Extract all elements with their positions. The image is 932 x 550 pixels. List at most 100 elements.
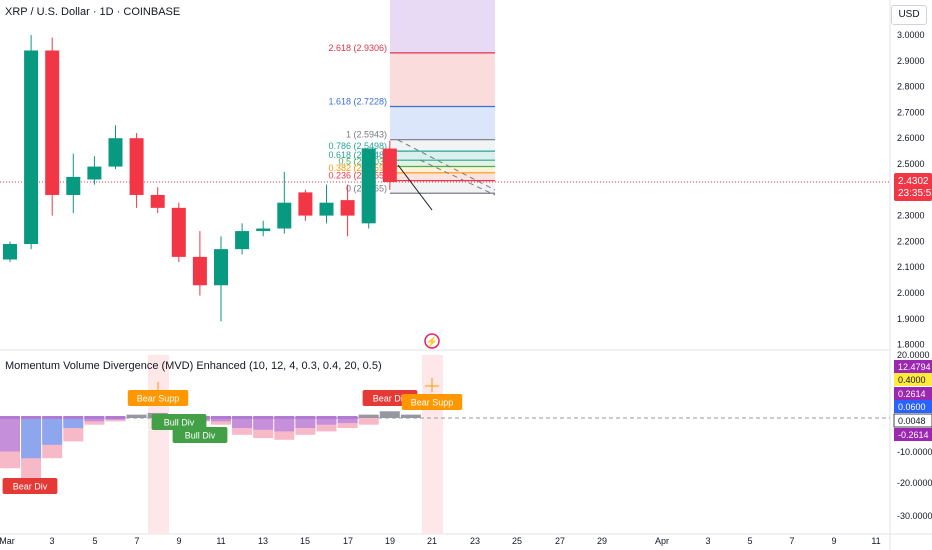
hist-bar	[400, 414, 421, 418]
price-tick-label: 2.7000	[897, 107, 925, 117]
fib-label: 0.382 (2.4659)	[328, 163, 387, 173]
hist-bar	[337, 418, 358, 424]
time-tick-label: 13	[258, 536, 268, 546]
candle-body	[129, 138, 144, 195]
fib-zone	[390, 172, 495, 181]
signal-box	[151, 414, 207, 430]
indicator-value: 0.0048	[898, 416, 926, 426]
fib-zone	[390, 151, 495, 161]
price-tick-label: 2.6000	[897, 133, 925, 143]
price-tick-label: 2.5000	[897, 159, 925, 169]
fib-label: 2.618 (2.9306)	[328, 43, 387, 53]
price-tick-label: 2.9000	[897, 56, 925, 66]
time-tick-label: 17	[343, 536, 353, 546]
candle-body	[24, 50, 39, 244]
hist-bar	[21, 418, 42, 459]
hist-bar	[316, 418, 337, 425]
currency-button[interactable]: USD	[891, 5, 927, 25]
fib-label: 0.236 (2.4355)	[328, 171, 387, 181]
candle	[129, 133, 144, 208]
candle-body	[256, 228, 271, 232]
time-tick-label: 7	[134, 536, 139, 546]
candle	[45, 37, 60, 216]
hist-bar	[253, 418, 274, 430]
hist-bar	[337, 416, 358, 419]
candle-body	[235, 231, 250, 250]
fib-label: 1 (2.5943)	[346, 130, 387, 140]
time-tick-label: 23	[470, 536, 480, 546]
candle	[235, 223, 250, 255]
fib-zone	[390, 180, 495, 194]
trend-line	[419, 159, 496, 196]
signal-label: Bear Supp	[401, 394, 463, 410]
candle-body	[108, 138, 123, 167]
hist-bar	[232, 418, 253, 429]
hist-bar	[126, 414, 147, 418]
price-tick-label: 2.0000	[897, 288, 925, 298]
candle	[298, 189, 313, 221]
fib-label: 0.786 (2.5498)	[328, 141, 387, 151]
signal-box	[127, 390, 189, 406]
price-tick-label: 2.2000	[897, 236, 925, 246]
candle-body	[382, 148, 397, 183]
signal-label: Bull Div	[172, 427, 228, 443]
hist-bar	[274, 416, 295, 419]
candle	[171, 202, 186, 263]
hist-bar	[211, 418, 231, 422]
signal-label: Bull Div	[151, 414, 207, 430]
candle	[277, 171, 292, 234]
fib-label: 1.618 (2.7228)	[328, 97, 387, 107]
price-tick-label: 1.8000	[897, 340, 925, 350]
time-tick-label: 11	[216, 536, 225, 546]
candle	[256, 220, 271, 237]
hist-bar	[358, 418, 379, 425]
chart-title: XRP / U.S. Dollar · 1D · COINBASE	[5, 6, 181, 18]
hist-bar	[379, 411, 400, 418]
candle	[382, 140, 397, 190]
time-tick-label: 3	[705, 536, 710, 546]
indicator-value-badge	[894, 400, 932, 413]
hist-bar	[232, 416, 253, 419]
candle	[361, 148, 376, 229]
time-tick-label: 7	[789, 536, 794, 546]
candle	[340, 184, 355, 237]
price-tick-label: 2.1000	[897, 262, 925, 272]
indicator-title: Momentum Volume Divergence (MVD) Enhance…	[5, 360, 382, 372]
indicator-tick-label: -20.0000	[897, 478, 932, 488]
candle-body	[87, 166, 102, 180]
time-tick-label: 9	[831, 536, 836, 546]
hist-bar	[274, 418, 295, 432]
last-price-value: 2.4302	[898, 176, 929, 187]
hist-bar	[253, 416, 274, 419]
price-tick-label: 2.3000	[897, 211, 925, 221]
lightning-icon	[424, 333, 440, 349]
time-tick-label: Apr	[655, 536, 669, 546]
time-tick-label: 5	[92, 536, 97, 546]
signal-label: Bear Div	[2, 478, 58, 494]
hist-bar	[358, 414, 379, 418]
indicator-value: 12.4794	[898, 362, 931, 372]
fib-zone	[390, 139, 495, 152]
signal-text: Bear Div	[13, 482, 48, 492]
signal-box	[172, 427, 228, 443]
lightning-glyph: ⚡	[426, 335, 438, 348]
time-tick-label: 21	[427, 536, 437, 546]
time-tick-label: 27	[555, 536, 565, 546]
signal-text: Bull Div	[185, 431, 216, 441]
candle-body	[298, 192, 313, 216]
trend-line	[397, 164, 433, 211]
hist-bar	[0, 418, 20, 452]
candle-body	[171, 207, 186, 257]
indicator-value: -0.2614	[898, 430, 929, 440]
indicator-value-badge	[894, 360, 932, 373]
signal-box	[401, 394, 463, 410]
fib-zone	[390, 106, 495, 140]
time-tick-label: 11	[871, 536, 880, 546]
hist-bar	[105, 416, 126, 419]
candle-body	[45, 50, 60, 195]
signal-text: Bear Div	[373, 394, 408, 404]
candle-body	[277, 202, 292, 229]
indicator-value: 0.2614	[898, 389, 926, 399]
candle	[150, 187, 165, 214]
